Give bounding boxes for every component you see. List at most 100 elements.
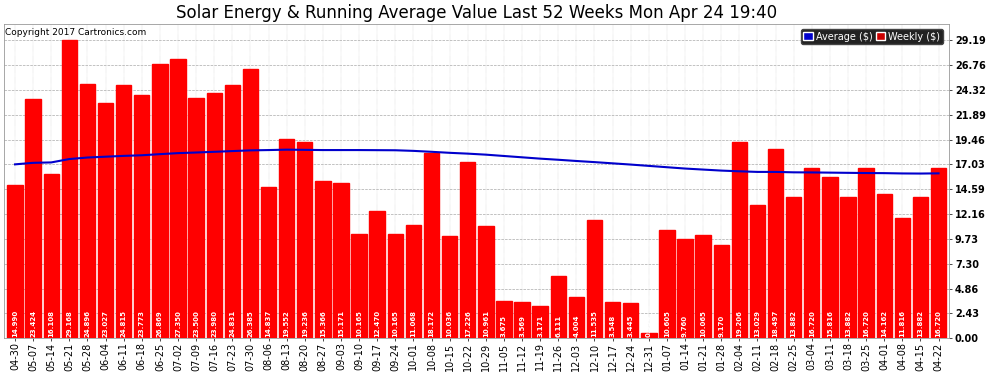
Text: 11.816: 11.816 [899, 310, 905, 337]
Bar [388, 234, 403, 338]
Bar [568, 297, 584, 338]
Text: 10.165: 10.165 [392, 310, 398, 337]
Bar [460, 162, 475, 338]
Text: 11.535: 11.535 [591, 310, 598, 337]
Text: 16.720: 16.720 [809, 310, 815, 337]
Text: 3.548: 3.548 [610, 315, 616, 337]
Bar [623, 303, 639, 338]
Bar [297, 142, 313, 338]
Text: 23.027: 23.027 [103, 310, 109, 337]
Bar [714, 244, 729, 338]
Text: 3.675: 3.675 [501, 315, 507, 337]
Bar [931, 168, 946, 338]
Bar [587, 220, 602, 338]
Bar [786, 196, 801, 338]
Text: 15.816: 15.816 [827, 310, 833, 337]
Text: 14.162: 14.162 [881, 310, 887, 337]
Text: 9.170: 9.170 [718, 315, 725, 337]
Bar [279, 139, 294, 338]
Bar [61, 40, 77, 338]
Bar [188, 98, 204, 338]
Text: 26.869: 26.869 [156, 310, 163, 337]
Text: 10.065: 10.065 [700, 310, 706, 337]
Text: 18.172: 18.172 [429, 310, 435, 337]
Bar [260, 187, 276, 338]
Text: 24.896: 24.896 [84, 310, 90, 337]
Text: 4.004: 4.004 [573, 314, 579, 337]
Text: 23.500: 23.500 [193, 310, 199, 337]
Bar [642, 333, 656, 338]
Bar [605, 302, 621, 338]
Text: 12.470: 12.470 [374, 310, 380, 337]
Bar [732, 142, 747, 338]
Text: 14.990: 14.990 [12, 309, 18, 337]
Bar [822, 177, 838, 338]
Bar [749, 205, 765, 338]
Bar [80, 84, 95, 338]
Legend: Average ($), Weekly ($): Average ($), Weekly ($) [801, 29, 942, 44]
Bar [351, 234, 366, 338]
Bar [134, 96, 149, 338]
Bar [841, 196, 855, 338]
Bar [98, 103, 113, 338]
Bar [424, 153, 440, 338]
Text: 13.882: 13.882 [918, 310, 924, 337]
Text: 3.445: 3.445 [628, 314, 634, 337]
Bar [895, 217, 910, 338]
Text: 15.366: 15.366 [320, 310, 326, 337]
Text: 13.882: 13.882 [791, 310, 797, 337]
Text: 27.350: 27.350 [175, 310, 181, 337]
Text: 29.168: 29.168 [66, 310, 72, 337]
Bar [478, 226, 494, 338]
Text: 26.385: 26.385 [248, 310, 253, 337]
Bar [876, 194, 892, 338]
Bar [550, 276, 566, 338]
Text: 6.111: 6.111 [555, 315, 561, 337]
Title: Solar Energy & Running Average Value Last 52 Weeks Mon Apr 24 19:40: Solar Energy & Running Average Value Las… [176, 4, 777, 22]
Text: 10.605: 10.605 [664, 310, 670, 337]
Text: 16.720: 16.720 [936, 310, 941, 337]
Text: 16.720: 16.720 [863, 310, 869, 337]
Bar [7, 185, 23, 338]
Text: 24.831: 24.831 [230, 310, 236, 337]
Text: 23.773: 23.773 [139, 310, 145, 337]
Text: Copyright 2017 Cartronics.com: Copyright 2017 Cartronics.com [5, 28, 147, 38]
Text: 17.226: 17.226 [464, 310, 470, 337]
Text: 0.554: 0.554 [645, 315, 651, 337]
Bar [515, 302, 530, 338]
Text: 23.424: 23.424 [30, 310, 37, 337]
Bar [496, 301, 512, 338]
Text: 3.569: 3.569 [519, 315, 525, 337]
Text: 15.171: 15.171 [338, 310, 344, 337]
Bar [44, 174, 59, 338]
Bar [225, 85, 240, 338]
Text: 23.980: 23.980 [211, 310, 217, 337]
Bar [677, 238, 693, 338]
Text: 3.171: 3.171 [538, 315, 544, 337]
Bar [315, 182, 331, 338]
Text: 18.497: 18.497 [772, 309, 778, 337]
Text: 19.552: 19.552 [284, 310, 290, 337]
Text: 10.036: 10.036 [446, 310, 452, 337]
Text: 11.068: 11.068 [411, 310, 417, 337]
Bar [858, 168, 874, 338]
Bar [334, 183, 348, 338]
Bar [913, 196, 929, 338]
Text: 24.815: 24.815 [121, 310, 127, 337]
Bar [369, 211, 385, 338]
Bar [170, 59, 186, 338]
Text: 14.837: 14.837 [265, 309, 271, 337]
Text: 13.029: 13.029 [754, 310, 760, 337]
Bar [243, 69, 258, 338]
Text: 10.961: 10.961 [483, 310, 489, 337]
Text: 19.206: 19.206 [737, 310, 742, 337]
Bar [533, 306, 547, 338]
Bar [116, 85, 132, 338]
Text: 19.236: 19.236 [302, 310, 308, 337]
Bar [768, 149, 783, 338]
Text: 13.882: 13.882 [845, 310, 851, 337]
Bar [659, 230, 674, 338]
Bar [442, 236, 457, 338]
Text: 9.760: 9.760 [682, 315, 688, 337]
Bar [406, 225, 421, 338]
